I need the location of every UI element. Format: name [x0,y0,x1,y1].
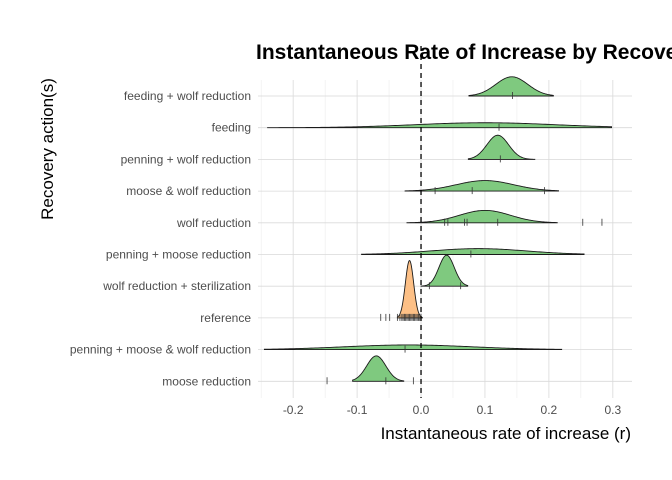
ridge-7 [396,260,423,319]
x-tick-label-2: 0.0 [413,403,430,417]
category-label-8: penning + moose & wolf reduction [70,343,251,357]
x-tick-label-5: 0.3 [604,403,621,417]
ridge-6 [420,254,469,287]
category-label-7: reference [200,311,251,325]
chart-title: Instantaneous Rate of Increase by Recove… [256,41,672,64]
ridge-1 [267,122,612,129]
category-label-6: wolf reduction + sterilization [102,279,251,293]
ridge-0 [468,76,554,97]
x-tick-label-0: -0.2 [283,403,304,417]
ridge-layer [263,76,612,385]
category-label-2: penning + wolf reduction [121,152,251,166]
category-label-5: penning + moose reduction [106,248,251,262]
category-label-1: feeding [212,121,251,135]
y-axis-title: Recovery action(s) [38,78,57,220]
x-tick-label-4: 0.2 [541,403,558,417]
ridge-5 [361,248,585,255]
category-labels: feeding + wolf reduction feeding penning +… [70,89,251,388]
x-tick-label-3: 0.1 [477,403,494,417]
ridge-2 [467,134,536,160]
category-label-0: feeding + wolf reduction [124,89,251,103]
ridge-3 [404,180,559,192]
ridge-4 [406,209,558,224]
category-label-4: wolf reduction [176,216,251,230]
x-tick-label-1: -0.1 [347,403,368,417]
x-axis-title: Instantaneous rate of increase (r) [381,424,631,443]
ridge-9 [352,355,405,382]
ridge-8 [263,344,563,351]
category-label-9: moose reduction [162,374,251,388]
category-label-3: moose & wolf reduction [126,184,251,198]
x-tick-labels: -0.2 -0.1 0.0 0.1 0.2 0.3 [283,403,622,417]
